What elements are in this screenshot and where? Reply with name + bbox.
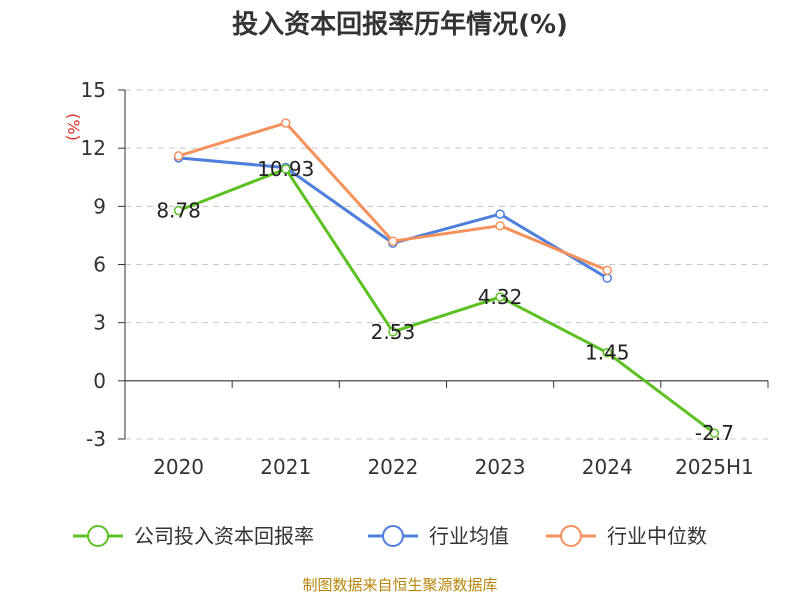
y-tick-label: 3 xyxy=(93,311,106,335)
data-point xyxy=(602,265,612,276)
x-tick-label: 2021 xyxy=(260,455,311,479)
data-label: 4.32 xyxy=(478,285,523,309)
y-tick-label: -3 xyxy=(86,427,106,451)
axes: -3 0 3 6 9 12 15 2020 2021 2022 2023 2024 2025H1 xyxy=(81,78,769,479)
source-note: 制图数据来自恒生聚源数据库 xyxy=(302,576,497,594)
series-lines xyxy=(173,118,720,438)
data-point xyxy=(173,151,184,161)
series-line xyxy=(178,167,716,435)
y-tick-label: 6 xyxy=(93,253,106,277)
data-point xyxy=(281,164,291,174)
data-point xyxy=(388,236,398,246)
x-tick-label: 2020 xyxy=(153,455,204,479)
y-tick-label: 0 xyxy=(93,369,106,393)
data-point xyxy=(281,118,291,128)
y-axis-unit-label: (%) xyxy=(64,113,83,141)
data-label: 8.78 xyxy=(156,199,201,223)
data-point xyxy=(495,220,505,231)
data-labels: 8.78 10.93 2.53 4.32 1.45 -2.7 xyxy=(156,157,734,445)
y-tick-label: 12 xyxy=(81,136,106,160)
legend-marker xyxy=(382,525,404,547)
x-tick-label: 2024 xyxy=(582,455,633,479)
chart-title: 投入资本回报率历年情况(%) xyxy=(232,9,568,40)
data-point xyxy=(388,327,398,337)
data-point xyxy=(602,273,612,283)
legend-marker xyxy=(560,525,582,547)
data-label: 1.45 xyxy=(585,341,630,365)
data-point xyxy=(173,205,184,216)
legend-label: 公司投入资本回报率 xyxy=(134,524,314,548)
series-line xyxy=(178,156,609,280)
legend: 公司投入资本回报率 行业均值 行业中位数 xyxy=(73,524,707,548)
y-tick-label: 15 xyxy=(81,78,106,102)
legend-label: 行业中位数 xyxy=(607,524,707,548)
x-tick-label: 2025H1 xyxy=(675,455,754,479)
data-label: 2.53 xyxy=(371,320,416,344)
data-label: -2.7 xyxy=(695,421,734,445)
legend-marker xyxy=(87,525,109,547)
series-line xyxy=(178,121,608,272)
grid-lines xyxy=(125,89,768,440)
x-tick-label: 2023 xyxy=(475,455,526,479)
data-point xyxy=(709,428,720,438)
data-point xyxy=(495,292,505,302)
x-tick-label: 2022 xyxy=(367,455,418,479)
y-tick-label: 9 xyxy=(93,194,106,218)
legend-label: 行业均值 xyxy=(429,524,509,548)
data-point xyxy=(602,347,612,358)
data-point xyxy=(495,209,505,219)
data-label: 10.93 xyxy=(257,157,314,181)
